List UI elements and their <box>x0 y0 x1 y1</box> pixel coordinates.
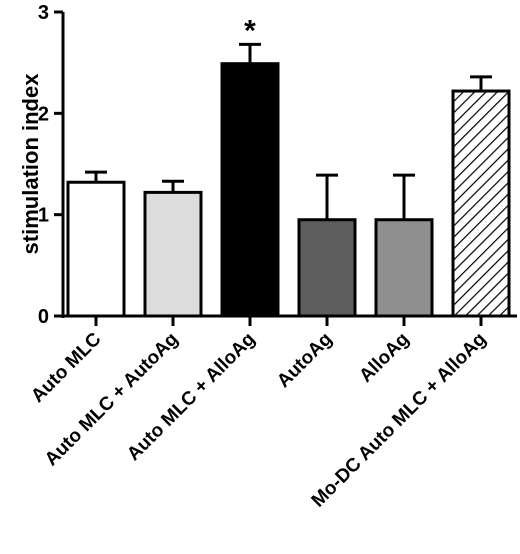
x-tick-label-4: AlloAg <box>355 329 413 387</box>
x-tick-label-2: Auto MLC + AlloAg <box>123 329 259 465</box>
x-tick-label-3: AutoAg <box>273 329 336 392</box>
bar-0 <box>66 180 126 318</box>
bar-2 <box>220 62 280 318</box>
bar-1 <box>143 190 203 318</box>
x-tick-label-1: Auto MLC + AutoAg <box>41 329 183 471</box>
y-tick-label-1: 1 <box>38 205 49 227</box>
bar-5 <box>451 89 511 318</box>
y-axis-label: stimulation index <box>18 73 43 255</box>
y-tick-label-0: 0 <box>38 306 49 328</box>
y-tick-label-2: 2 <box>38 103 49 125</box>
bar-4 <box>374 218 434 318</box>
bar-3 <box>297 218 357 318</box>
significance-marker-0: * <box>244 14 256 47</box>
x-tick-label-0: Auto MLC <box>27 328 105 406</box>
y-tick-label-3: 3 <box>38 2 49 24</box>
